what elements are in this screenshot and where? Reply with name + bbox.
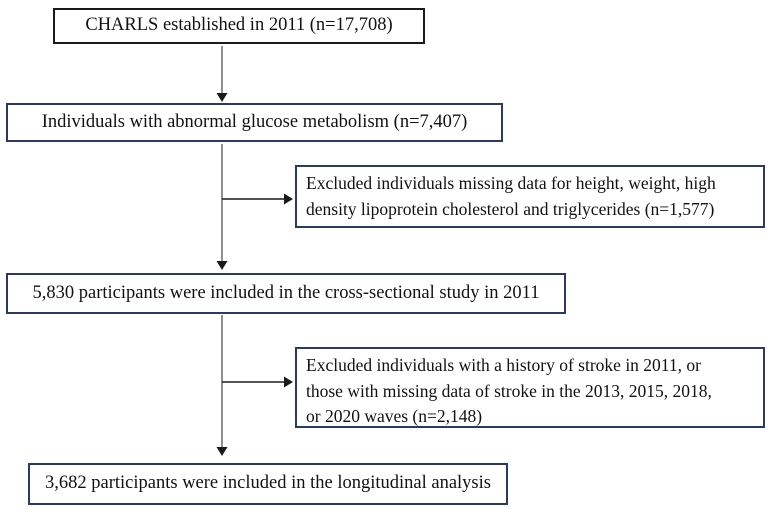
box-excluded-stroke-history: Excluded individuals with a history of s… bbox=[295, 347, 765, 428]
arrow-charls-to-abnormal bbox=[216, 46, 228, 102]
box-excluded-missing-data: Excluded individuals missing data for he… bbox=[295, 165, 765, 228]
box-charls-established: CHARLS established in 2011 (n=17,708) bbox=[53, 8, 425, 44]
arrow-branch-excluded-missing bbox=[222, 193, 293, 205]
arrow-abnormal-to-cross-sectional bbox=[216, 144, 228, 270]
box-longitudinal-analysis: 3,682 participants were included in the … bbox=[28, 463, 508, 505]
box-abnormal-glucose: Individuals with abnormal glucose metabo… bbox=[6, 103, 503, 142]
arrow-cross-sectional-to-longitudinal bbox=[216, 315, 228, 456]
excluded-stroke-line-3: or 2020 waves (n=2,148) bbox=[306, 406, 483, 426]
excluded-missing-line-2: density lipoprotein cholesterol and trig… bbox=[306, 198, 715, 219]
excluded-stroke-line-2: those with missing data of stroke in the… bbox=[306, 380, 712, 401]
excluded-stroke-line-1: Excluded individuals with a history of s… bbox=[306, 355, 701, 375]
excluded-missing-line-1: Excluded individuals missing data for he… bbox=[306, 173, 716, 193]
arrow-branch-excluded-stroke bbox=[222, 376, 293, 388]
box-cross-sectional-study: 5,830 participants were included in the … bbox=[6, 273, 566, 314]
